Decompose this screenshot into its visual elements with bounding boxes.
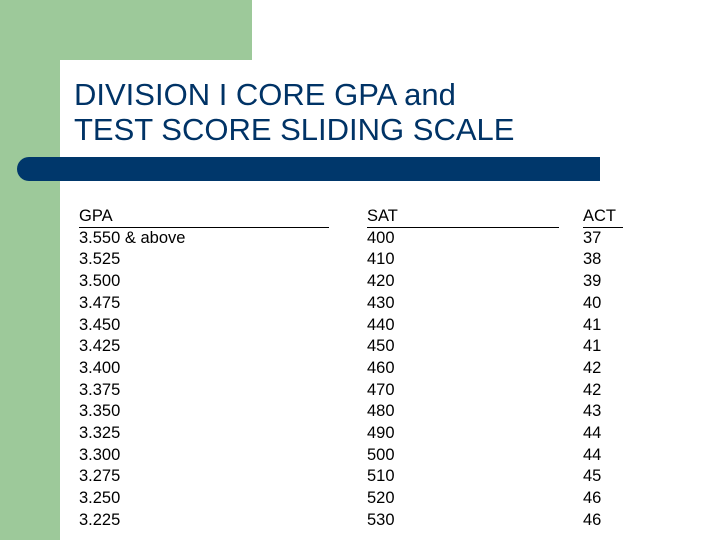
sat-cell: 520 xyxy=(367,489,395,508)
rounded-content-corner xyxy=(60,60,140,140)
act-cell: 41 xyxy=(583,315,602,334)
sat-cell: 530 xyxy=(367,510,395,529)
sat-cell: 510 xyxy=(367,467,395,486)
sat-cell: 400 xyxy=(367,228,395,247)
gpa-cell: 3.425 xyxy=(79,337,121,356)
sat-cell: 440 xyxy=(367,315,395,334)
gpa-cell: 3.375 xyxy=(79,380,121,399)
act-header: ACT xyxy=(583,206,623,228)
sat-column: SAT 400 410 420 430 440 450 460 470 480 490 500 510… xyxy=(367,206,559,532)
gpa-cell: 3.275 xyxy=(79,467,121,486)
act-values: 37 38 39 40 41 41 42 42 43 44 44 45 46 46 xyxy=(583,228,623,532)
act-cell: 42 xyxy=(583,358,602,377)
act-cell: 46 xyxy=(583,510,602,529)
page-title: DIVISION I CORE GPA and TEST SCORE SLIDI… xyxy=(74,77,674,147)
act-cell: 44 xyxy=(583,424,602,443)
gpa-cell: 3.400 xyxy=(79,358,121,377)
title-line-1: DIVISION I CORE GPA and xyxy=(74,77,456,112)
sat-cell: 420 xyxy=(367,272,395,291)
title-underline-bar xyxy=(17,157,600,181)
sat-cell: 430 xyxy=(367,293,395,312)
act-cell: 42 xyxy=(583,380,602,399)
gpa-cell: 3.350 xyxy=(79,402,121,421)
green-top-band xyxy=(0,0,252,60)
act-cell: 44 xyxy=(583,445,602,464)
sat-cell: 460 xyxy=(367,358,395,377)
gpa-cell: 3.550 & above xyxy=(79,228,186,247)
gpa-column: GPA 3.550 & above 3.525 3.500 3.475 3.450 3.4… xyxy=(79,206,329,532)
gpa-cell: 3.500 xyxy=(79,272,121,291)
gpa-cell: 3.450 xyxy=(79,315,121,334)
gpa-header: GPA xyxy=(79,206,329,228)
gpa-cell: 3.250 xyxy=(79,489,121,508)
gpa-cell: 3.300 xyxy=(79,445,121,464)
sat-cell: 500 xyxy=(367,445,395,464)
sat-cell: 480 xyxy=(367,402,395,421)
sat-cell: 470 xyxy=(367,380,395,399)
act-column: ACT 37 38 39 40 41 41 42 42 43 44 44 45 46 46 xyxy=(583,206,623,532)
act-cell: 38 xyxy=(583,250,602,269)
gpa-values: 3.550 & above 3.525 3.500 3.475 3.450 3.425 3.… xyxy=(79,228,329,532)
gpa-cell: 3.225 xyxy=(79,510,121,529)
act-cell: 37 xyxy=(583,228,602,247)
act-cell: 45 xyxy=(583,467,602,486)
act-cell: 40 xyxy=(583,293,602,312)
sat-cell: 490 xyxy=(367,424,395,443)
sat-cell: 450 xyxy=(367,337,395,356)
gpa-cell: 3.325 xyxy=(79,424,121,443)
act-cell: 46 xyxy=(583,489,602,508)
sat-cell: 410 xyxy=(367,250,395,269)
gpa-cell: 3.475 xyxy=(79,293,121,312)
sat-header: SAT xyxy=(367,206,559,228)
act-cell: 39 xyxy=(583,272,602,291)
sat-values: 400 410 420 430 440 450 460 470 480 490 500 510 520 5… xyxy=(367,228,559,532)
gpa-cell: 3.525 xyxy=(79,250,121,269)
title-line-2: TEST SCORE SLIDING SCALE xyxy=(74,112,515,147)
act-cell: 43 xyxy=(583,402,602,421)
green-sidebar-band xyxy=(0,0,60,540)
act-cell: 41 xyxy=(583,337,602,356)
